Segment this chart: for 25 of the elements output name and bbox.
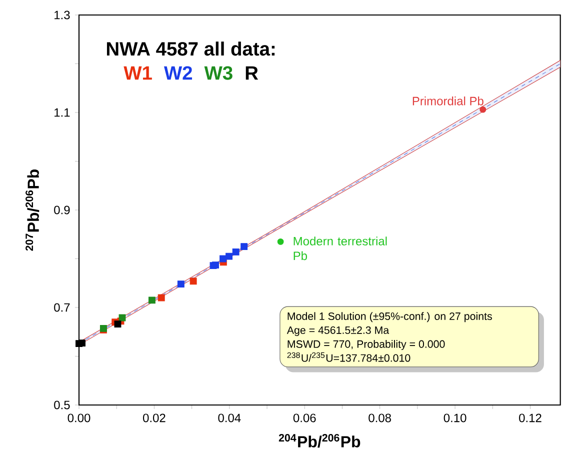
y-tick-label: 0.5 <box>54 400 70 410</box>
x-tick-label: 0.10 <box>444 414 466 422</box>
y-tick-label: 0.9 <box>54 206 70 214</box>
x-tick-label: 0.12 <box>519 414 542 422</box>
x-tick-label: 0.02 <box>143 414 166 422</box>
series-label: Modern terrestrial Pb <box>294 236 387 260</box>
series-label: Primordial Pb <box>412 96 484 106</box>
annotation: Age = 4561.5±2.3 Ma <box>286 326 390 336</box>
text: NWA 4587 all data: <box>106 42 275 56</box>
y-tick-label: 1.3 <box>54 10 70 20</box>
y-axis-title: $^{207}$Pb/$^{206}$Pb <box>26 170 40 251</box>
x-tick-label: 0.06 <box>293 414 316 422</box>
annotation: Model 1 Solution (±95%-conf.) on 27 points <box>288 312 492 322</box>
x-axis-title: $^{204}$Pb/$^{206}$Pb <box>278 434 360 448</box>
text: R <box>246 66 258 80</box>
x-tick-label: 0.08 <box>368 414 391 422</box>
x-tick-label: 0.00 <box>68 414 90 422</box>
text: W3 <box>204 66 232 80</box>
x-tick-label: 0.04 <box>218 414 241 422</box>
text: W1 <box>124 66 152 80</box>
text: W2 <box>164 66 192 80</box>
y-tick-label: 0.7 <box>54 303 70 312</box>
y-tick-label: 1.1 <box>54 108 70 117</box>
annotation: $^{238}$U/$^{235}$U=137.784±0.010 <box>287 352 410 362</box>
text: MSWD = 770, Probability = 0.000 <box>288 340 445 350</box>
